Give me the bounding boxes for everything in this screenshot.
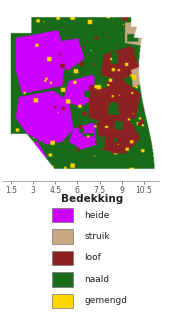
Bar (52, 272, 73, 287)
Text: Bedekking: Bedekking (62, 194, 124, 204)
Bar (52, 251, 73, 265)
Text: loof: loof (84, 254, 101, 262)
Text: heide: heide (84, 210, 110, 220)
Bar (52, 230, 73, 244)
Text: gemengd: gemengd (84, 296, 127, 305)
Text: naald: naald (84, 275, 110, 284)
Bar (52, 208, 73, 222)
Text: struik: struik (84, 232, 110, 241)
Bar (52, 294, 73, 308)
